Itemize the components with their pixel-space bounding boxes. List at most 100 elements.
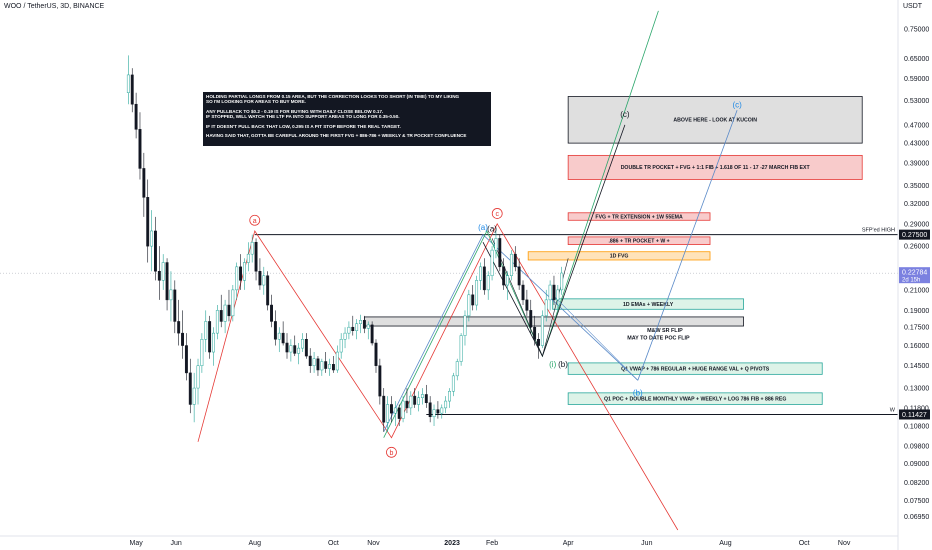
note-line: HAVING SAID THAT, GOTTA BE CAREFUL AROUN…: [206, 133, 467, 139]
candle-body: [382, 395, 386, 423]
price-tick-label: 0.07500: [904, 498, 929, 505]
drawing-layer: SFP'ed HIGH W: [0, 10, 898, 531]
wave-green: [383, 10, 659, 438]
candle-body: [177, 321, 181, 334]
candle-body: [312, 358, 316, 366]
candle-body: [301, 339, 304, 349]
wave-abc-blue: [383, 234, 639, 432]
projection-line: [552, 294, 639, 381]
wave-label: b: [390, 450, 394, 457]
candle-body: [537, 339, 540, 346]
zone-green: [552, 298, 744, 310]
candle-body: [552, 284, 556, 301]
candle-body: [486, 275, 490, 291]
candle-body: [413, 395, 417, 405]
candle-body: [444, 400, 448, 409]
candle-body: [424, 394, 428, 404]
currency-label: USDT: [903, 3, 923, 10]
candle-body: [506, 275, 509, 286]
candle-body: [200, 339, 204, 366]
candle-body: [374, 342, 378, 366]
candle-body: [212, 332, 215, 353]
candle-body: [498, 238, 502, 268]
candle-body: [208, 321, 212, 353]
zone-red: [567, 212, 711, 221]
time-tick-label: Jun: [641, 540, 652, 547]
price-tick-label: 0.43000: [904, 141, 929, 148]
wave-c-blue: [637, 110, 738, 381]
current-price-box: [899, 267, 930, 284]
candle-body: [401, 400, 405, 419]
candle-body: [304, 339, 308, 357]
level-label: SFP'ed HIGH: [862, 228, 895, 234]
price-tag-box: [899, 229, 930, 240]
candle-body: [219, 310, 223, 322]
time-tick-label: Feb: [486, 540, 498, 547]
candle-body: [138, 129, 142, 169]
candle-body: [215, 310, 219, 334]
zone-green: [567, 362, 823, 375]
candle-body: [184, 345, 188, 374]
candle-body: [386, 404, 390, 423]
zone-red: [567, 236, 711, 245]
candle-body: [417, 397, 421, 405]
candle-body: [359, 320, 362, 324]
candle-body: [262, 275, 266, 286]
wave-label-circle: [386, 446, 397, 458]
time-tick-label: May: [129, 540, 143, 547]
candle-body: [351, 326, 355, 331]
price-tag-box: [899, 409, 930, 420]
candle-body: [455, 361, 459, 377]
price-tag-text: 0.11427: [902, 412, 927, 419]
price-tick-label: 0.53000: [904, 98, 929, 105]
candle-body: [246, 253, 250, 263]
candle-body: [134, 103, 138, 130]
time-tick-label: Oct: [328, 540, 339, 547]
note-line: HOLDING PARTIAL LONGS FROM 0.15 AREA, BU…: [206, 94, 460, 99]
price-tick-label: 0.35000: [904, 183, 929, 190]
candle-body: [502, 266, 506, 286]
candle-body: [482, 266, 486, 291]
candle-body: [556, 289, 560, 301]
candle-body: [490, 249, 494, 276]
time-tick-label: Jun: [170, 540, 181, 547]
wave-label: (c): [620, 110, 630, 119]
candle-body: [448, 390, 451, 402]
candle-body: [242, 262, 246, 281]
candle-body: [181, 332, 184, 346]
candle-body: [250, 241, 254, 255]
candle-body: [161, 262, 165, 281]
wave-abc-red: [197, 222, 679, 531]
candle-body: [254, 241, 258, 272]
zone-label: ABOVE HERE - LOOK AT KUCOIN: [673, 118, 757, 124]
candle-body: [397, 407, 401, 419]
current-countdown-text: 2d 15h: [902, 278, 920, 284]
price-tick-label: 0.06950: [904, 514, 929, 521]
zone-gray: [567, 96, 863, 144]
candle-body: [339, 339, 343, 353]
candle-body: [463, 315, 467, 336]
wave-label: a: [253, 218, 257, 225]
price-tick-label: 0.08200: [904, 480, 929, 487]
candle-body: [544, 299, 548, 317]
candle-body: [289, 345, 293, 353]
candle-layer: [126, 55, 564, 432]
time-tick-label: Apr: [563, 540, 575, 547]
wave-label: (i): [549, 360, 556, 369]
candle-body: [285, 342, 289, 353]
price-tick-label: 0.59000: [904, 76, 929, 83]
candle-body: [420, 394, 424, 398]
zone-label: FVG + TR EXTENSION + 1W 55EMA: [595, 214, 683, 220]
candle-body: [459, 335, 463, 362]
level-label: W: [890, 407, 896, 413]
price-tick-label: 0.13000: [904, 386, 929, 393]
candle-body: [173, 289, 177, 322]
candle-body: [231, 289, 235, 317]
note-line: IF IT DOESN'T PULL BACK THAT LOW, 0.295 …: [206, 123, 401, 129]
candle-body: [297, 347, 301, 354]
price-tick-label: 0.16000: [904, 343, 929, 350]
price-tick-label: 0.09000: [904, 461, 929, 468]
wave-label-circle: [491, 208, 503, 219]
zone-label: 1D FVG: [610, 254, 629, 260]
